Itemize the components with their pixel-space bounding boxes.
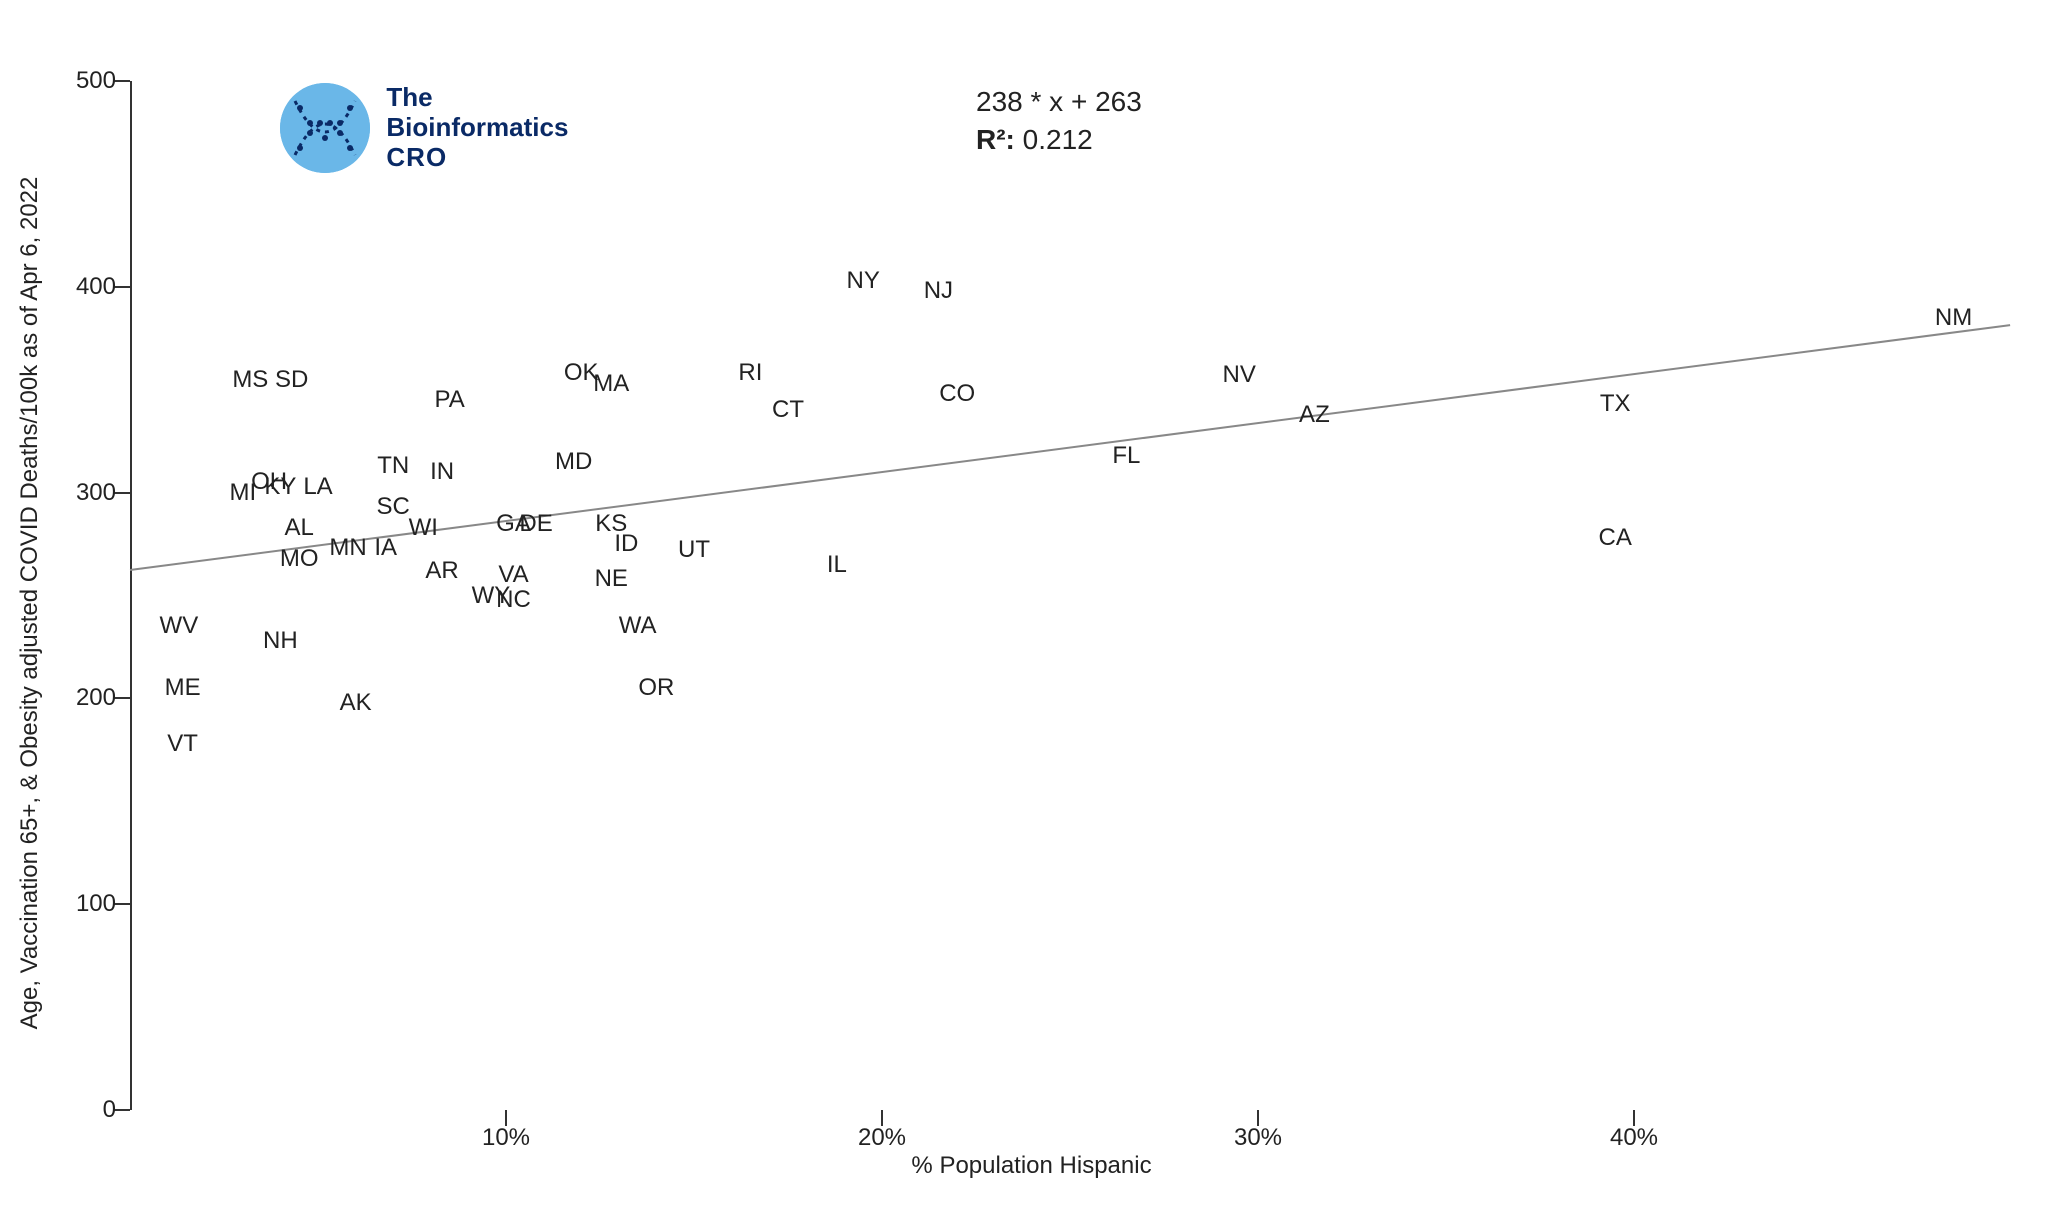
x-tick-label: 20%: [858, 1110, 906, 1152]
data-point-label: WI: [409, 514, 438, 542]
y-tick-label: 400: [76, 273, 130, 301]
dna-icon: [280, 83, 370, 173]
data-point-label: WY: [472, 582, 511, 610]
data-point-label: IL: [827, 551, 847, 579]
x-axis-label: % Population Hispanic: [911, 1152, 1151, 1180]
y-tick-label: 200: [76, 684, 130, 712]
r2-value: 0.212: [1023, 124, 1093, 155]
logo: The Bioinformatics CRO: [280, 83, 568, 173]
plot-area: 238 * x + 263 R²: 0.212: [130, 40, 2010, 1110]
data-point-label: NV: [1223, 361, 1256, 389]
chart-container: Age, Vaccination 65+, & Obesity adjusted…: [0, 0, 2063, 1205]
data-point-label: VT: [167, 730, 198, 758]
data-point-label: OR: [638, 674, 674, 702]
logo-line-3: CRO: [386, 143, 568, 173]
logo-icon: [280, 83, 370, 173]
logo-text: The Bioinformatics CRO: [386, 83, 568, 173]
data-point-label: WA: [619, 612, 657, 640]
data-point-label: SC: [377, 493, 410, 521]
x-tick-label: 30%: [1234, 1110, 1282, 1152]
data-point-label: CA: [1599, 524, 1632, 552]
regression-equation: 238 * x + 263: [976, 83, 1142, 121]
y-axis-line: [130, 81, 132, 1110]
data-point-label: NE: [595, 565, 628, 593]
data-point-label: CT: [772, 396, 804, 424]
data-point-label: MA: [593, 370, 629, 398]
data-point-label: MS: [232, 366, 268, 394]
data-point-label: FL: [1112, 442, 1140, 470]
data-point-label: WV: [160, 612, 199, 640]
data-point-label: TX: [1600, 390, 1631, 418]
data-point-label: IN: [430, 458, 454, 486]
data-point-label: IA: [374, 534, 397, 562]
data-point-label: AK: [340, 689, 372, 717]
x-tick-label: 10%: [482, 1110, 530, 1152]
data-point-label: NY: [847, 267, 880, 295]
data-point-label: KY: [264, 473, 296, 501]
regression-annotation: 238 * x + 263 R²: 0.212: [976, 83, 1142, 159]
data-point-label: KS: [595, 510, 627, 538]
data-point-label: GA: [496, 510, 531, 538]
logo-line-2: Bioinformatics: [386, 113, 568, 143]
data-point-label: TN: [377, 452, 409, 480]
data-point-label: NJ: [924, 277, 953, 305]
data-point-label: MI: [229, 479, 256, 507]
y-tick-label: 100: [76, 890, 130, 918]
data-point-label: NH: [263, 627, 298, 655]
y-tick-label: 300: [76, 479, 130, 507]
y-tick-label: 500: [76, 67, 130, 95]
data-point-label: AL: [285, 514, 314, 542]
data-point-label: ME: [165, 674, 201, 702]
data-point-label: NM: [1935, 304, 1972, 332]
data-point-label: PA: [434, 386, 464, 414]
data-point-label: RI: [738, 359, 762, 387]
data-point-label: AR: [425, 557, 458, 585]
x-tick-label: 40%: [1610, 1110, 1658, 1152]
regression-r2: R²: 0.212: [976, 121, 1142, 159]
logo-line-1: The: [386, 83, 568, 113]
data-point-label: UT: [678, 536, 710, 564]
data-point-label: MO: [280, 545, 319, 573]
data-point-label: OK: [564, 359, 599, 387]
data-point-label: MN: [329, 534, 366, 562]
data-point-label: AZ: [1299, 401, 1330, 429]
y-tick-label: 0: [103, 1096, 130, 1124]
data-point-label: SD: [275, 366, 308, 394]
r2-label: R²:: [976, 124, 1015, 155]
y-axis-label: Age, Vaccination 65+, & Obesity adjusted…: [16, 176, 44, 1029]
data-point-label: CO: [939, 380, 975, 408]
data-point-label: MD: [555, 448, 592, 476]
data-point-label: LA: [303, 473, 332, 501]
